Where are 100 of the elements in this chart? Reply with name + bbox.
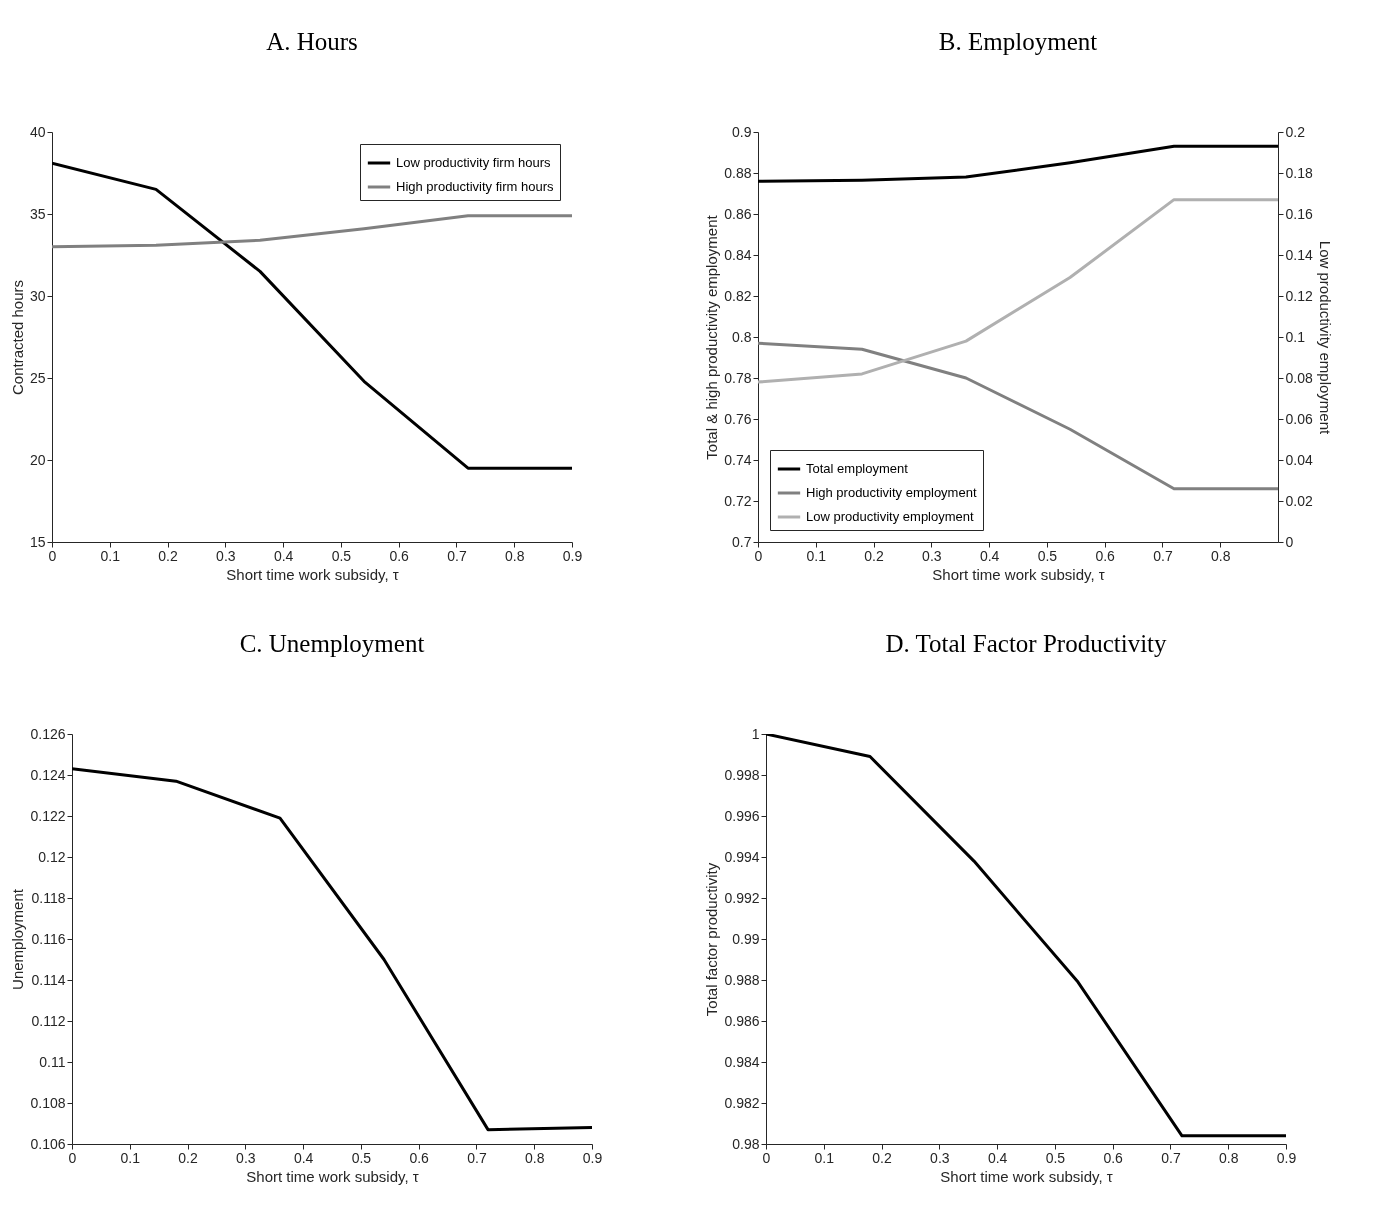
x-tick-label: 0.1	[806, 547, 827, 564]
chart-title: B. Employment	[938, 28, 1098, 55]
x-axis-title: Short time work subsidy, τ	[226, 565, 399, 583]
y-tick-label: 0.994	[724, 848, 760, 865]
y2-tick-label: 0.08	[1285, 369, 1313, 386]
y-tick-label: 0.76	[724, 410, 752, 427]
y-tick-label: 1	[751, 725, 760, 742]
x-tick-label: 0.8	[1210, 547, 1231, 564]
y-tick-label: 0.78	[724, 369, 752, 386]
x-tick-label: 0.7	[1153, 547, 1173, 564]
x-tick-label: 0.3	[922, 547, 942, 564]
x-tick-label: 0	[754, 547, 763, 564]
x-tick-label: 0.3	[236, 1149, 256, 1166]
y-tick-label: 40	[29, 123, 46, 140]
x-axis-title: Short time work subsidy, τ	[246, 1167, 419, 1185]
y-tick-label: 0.108	[30, 1094, 66, 1111]
x-tick-label: 0	[762, 1149, 771, 1166]
y2-tick-label: 0.02	[1285, 492, 1313, 509]
y2-tick-label: 0	[1285, 533, 1294, 550]
x-tick-label: 0.2	[864, 547, 884, 564]
x-tick-label: 0.8	[1218, 1149, 1239, 1166]
y-axis-title: Contracted hours	[8, 279, 26, 396]
y-tick-label: 0.72	[724, 492, 752, 509]
y-tick-label: 0.74	[724, 451, 752, 468]
y-tick-label: 0.988	[724, 971, 760, 988]
y2-tick-label: 0.2	[1285, 123, 1306, 140]
x-tick-label: 0	[68, 1149, 77, 1166]
y-tick-label: 0.12	[38, 848, 66, 865]
line-series	[758, 198, 1278, 384]
line-series	[72, 767, 592, 1132]
y-tick-label: 0.112	[31, 1012, 66, 1029]
x-axis-title: Short time work subsidy, τ	[932, 565, 1105, 583]
x-tick-label: 0.7	[447, 547, 467, 564]
y-tick-label: 0.114	[31, 971, 66, 988]
y-tick-label: 0.99	[732, 930, 760, 947]
x-tick-label: 0.4	[273, 547, 294, 564]
legend-label: High productivity employment	[806, 485, 977, 500]
y-tick-label: 0.118	[31, 889, 66, 906]
legend-label: High productivity firm hours	[396, 179, 554, 194]
y-tick-label: 35	[29, 205, 46, 222]
y-tick-label: 0.992	[724, 889, 760, 906]
y-tick-label: 25	[29, 369, 46, 386]
x-tick-label: 0.1	[120, 1149, 141, 1166]
y-tick-label: 0.998	[724, 766, 760, 783]
y2-tick-label: 0.14	[1285, 246, 1313, 263]
y2-tick-label: 0.16	[1285, 205, 1313, 222]
x-tick-label: 0.9	[582, 1149, 603, 1166]
x-tick-label: 0.5	[1045, 1149, 1066, 1166]
x-tick-label: 0.5	[331, 547, 352, 564]
y2-tick-label: 0.18	[1285, 164, 1313, 181]
y-tick-label: 0.116	[31, 930, 66, 947]
x-tick-label: 0.2	[158, 547, 178, 564]
y2-tick-label: 0.12	[1285, 287, 1313, 304]
chart-title: A. Hours	[266, 28, 358, 55]
x-tick-label: 0.8	[524, 1149, 545, 1166]
y-tick-label: 0.9	[732, 123, 752, 140]
legend-label: Low productivity firm hours	[396, 155, 552, 170]
x-tick-label: 0.6	[389, 547, 410, 564]
x-tick-label: 0.4	[979, 547, 1000, 564]
y-tick-label: 0.88	[724, 164, 752, 181]
chart-title: C. Unemployment	[239, 630, 425, 657]
line-series	[766, 734, 1286, 1138]
x-tick-label: 0.1	[814, 1149, 835, 1166]
x-tick-label: 0.2	[872, 1149, 892, 1166]
x-tick-label: 0.6	[1095, 547, 1116, 564]
x-tick-label: 0.5	[351, 1149, 372, 1166]
y-tick-label: 0.8	[732, 328, 752, 345]
y-tick-label: 20	[29, 451, 46, 468]
y-axis-title: Total factor productivity	[703, 862, 721, 1017]
y-axis-title: Total & high productivity employment	[703, 214, 721, 460]
x-tick-label: 0.5	[1037, 547, 1058, 564]
y-tick-label: 0.122	[30, 807, 66, 824]
y-tick-label: 0.82	[724, 287, 752, 304]
y-tick-label: 0.126	[30, 725, 66, 742]
x-tick-label: 0.1	[100, 547, 121, 564]
y-tick-label: 15	[29, 533, 46, 550]
y-tick-label: 30	[29, 287, 46, 304]
x-tick-label: 0.4	[987, 1149, 1008, 1166]
y-tick-label: 0.84	[724, 246, 752, 263]
y-tick-label: 0.11	[39, 1053, 66, 1070]
y-tick-label: 0.982	[724, 1094, 760, 1111]
y2-tick-label: 0.04	[1285, 451, 1313, 468]
chart-title: D. Total Factor Productivity	[885, 630, 1168, 657]
x-tick-label: 0.3	[216, 547, 236, 564]
legend-label: Low productivity employment	[806, 509, 975, 524]
x-tick-label: 0.6	[409, 1149, 430, 1166]
y-tick-label: 0.86	[724, 205, 752, 222]
y2-axis-title: Low productivity employment	[1316, 240, 1334, 436]
legend-label: Total employment	[806, 461, 909, 476]
x-tick-label: 0.9	[1276, 1149, 1297, 1166]
x-tick-label: 0.7	[467, 1149, 487, 1166]
x-tick-label: 0.8	[504, 547, 525, 564]
x-tick-label: 0.7	[1161, 1149, 1181, 1166]
y2-tick-label: 0.1	[1285, 328, 1306, 345]
x-tick-label: 0	[48, 547, 57, 564]
line-series	[52, 214, 572, 249]
y-axis-title: Unemployment	[9, 888, 27, 990]
y-tick-label: 0.106	[30, 1135, 66, 1152]
y-tick-label: 0.124	[30, 766, 66, 783]
y2-tick-label: 0.06	[1285, 410, 1313, 427]
